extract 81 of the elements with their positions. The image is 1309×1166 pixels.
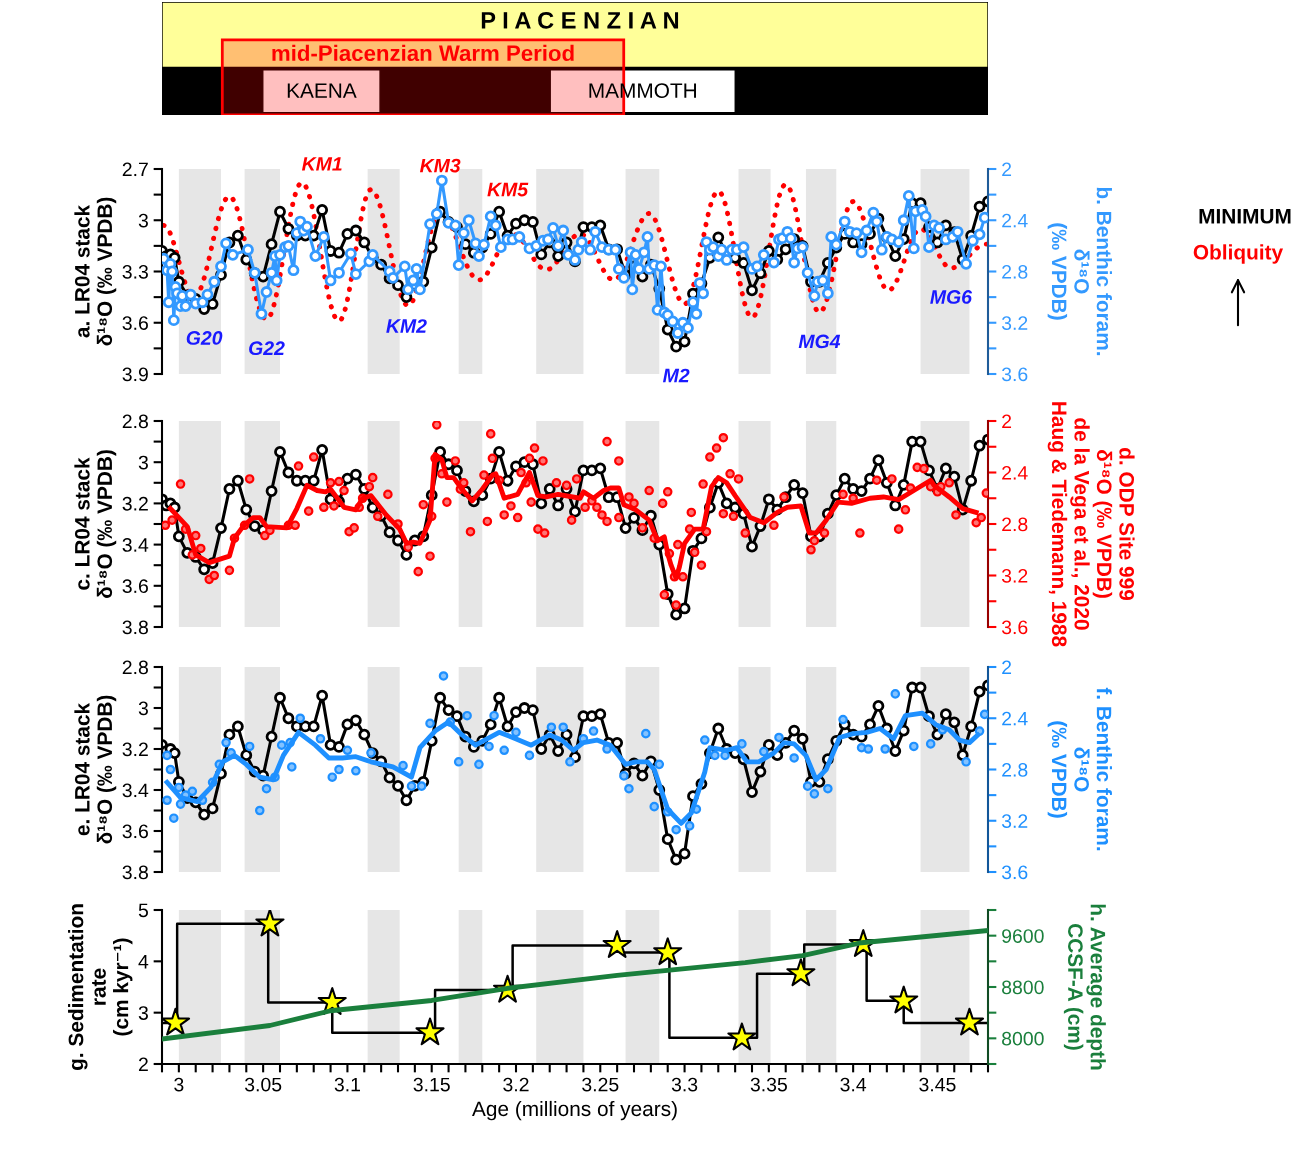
x-tick-label: 3.25 bbox=[582, 1077, 619, 1092]
y-tick-label: 5 bbox=[138, 903, 148, 918]
y2-tick-label: 2.8 bbox=[1002, 517, 1028, 532]
x-tick-label: 3.05 bbox=[244, 1077, 282, 1092]
text: P I A C E N Z I A N bbox=[481, 11, 679, 29]
y-tick-label: 3.3 bbox=[122, 264, 148, 279]
annotation: MG4 bbox=[798, 334, 841, 349]
annotation: M2 bbox=[662, 368, 690, 383]
y-axis-title: c. LR04 stack δ¹⁸O (‰ VPDB) bbox=[74, 450, 117, 599]
point bbox=[602, 930, 632, 958]
y-tick-label: 3 bbox=[138, 701, 148, 716]
y2-tick-label: 3.2 bbox=[1001, 568, 1028, 583]
y2-tick-label: 8800 bbox=[1002, 980, 1044, 995]
x-tick-label: 3.45 bbox=[919, 1077, 956, 1092]
y2-tick-label: 3.6 bbox=[1001, 367, 1028, 382]
y2-tick-label: 2 bbox=[1002, 660, 1012, 675]
x-tick-label: 3 bbox=[174, 1077, 184, 1092]
point bbox=[162, 1007, 191, 1036]
annotation: G20 bbox=[186, 331, 223, 345]
point bbox=[889, 985, 919, 1014]
y-tick-label: 4 bbox=[138, 955, 149, 969]
text: mid-Piacenzian Warm Period bbox=[272, 44, 574, 62]
text: KAENA bbox=[287, 83, 357, 98]
text: Obliquity bbox=[1193, 244, 1284, 264]
y2-tick-label: 2.4 bbox=[1002, 465, 1028, 480]
annotation: G22 bbox=[249, 341, 285, 356]
y-axis-title: e. LR04 stack δ¹⁸O (‰ VPDB) bbox=[74, 695, 117, 844]
y2-tick-label: 3.2 bbox=[1001, 316, 1028, 330]
x-tick-label: 3.1 bbox=[334, 1077, 360, 1092]
y2-tick-label: 2 bbox=[1002, 414, 1012, 429]
point bbox=[255, 910, 285, 937]
x-tick-label: 3.2 bbox=[503, 1077, 529, 1092]
y-tick-label: 2.8 bbox=[122, 414, 148, 429]
y2-tick-label: 3.6 bbox=[1001, 620, 1028, 635]
x-tick-label: 3.35 bbox=[750, 1077, 787, 1092]
annotation: KM2 bbox=[386, 319, 427, 333]
point bbox=[653, 937, 683, 966]
y-tick-label: 2 bbox=[138, 1057, 148, 1072]
annotation: MG6 bbox=[930, 290, 973, 304]
y-tick-label: 3.6 bbox=[122, 579, 148, 594]
point bbox=[786, 958, 816, 987]
y2-tick-label: 2.8 bbox=[1002, 762, 1028, 777]
y2-axis-title: b. Benthic foram. δ¹⁸O (‰ VPDB) bbox=[1047, 187, 1112, 356]
x-axis-title: Age (millions of years) bbox=[472, 1100, 677, 1121]
point bbox=[727, 1022, 757, 1051]
annotation: KM3 bbox=[419, 158, 461, 173]
point bbox=[954, 1007, 985, 1036]
y2-tick-label: 2.4 bbox=[1002, 213, 1028, 228]
y-tick-label: 3.8 bbox=[122, 865, 148, 880]
point bbox=[415, 1017, 445, 1046]
x-tick-label: 3.4 bbox=[840, 1077, 867, 1092]
x-tick-label: 3.15 bbox=[413, 1077, 450, 1092]
y-tick-label: 2.8 bbox=[122, 660, 148, 675]
y-tick-label: 3 bbox=[138, 213, 148, 228]
y2-axis-title: f. Benthic foram. δ¹⁸O (‰ VPDB) bbox=[1047, 687, 1112, 851]
y-axis-title: g. Sedimentation rate (cm kyr⁻¹) bbox=[68, 904, 133, 1071]
y-tick-label: 3.6 bbox=[122, 316, 148, 330]
annotation: KM5 bbox=[487, 182, 529, 197]
y2-tick-label: 9600 bbox=[1002, 929, 1044, 943]
y-tick-label: 2.7 bbox=[122, 162, 148, 177]
y2-tick-label: 2.4 bbox=[1002, 711, 1028, 726]
x-tick-label: 3.3 bbox=[671, 1077, 698, 1092]
y-tick-label: 3.4 bbox=[122, 783, 149, 798]
y2-tick-label: 3.6 bbox=[1001, 865, 1028, 880]
y-tick-label: 3.2 bbox=[122, 742, 148, 757]
y2-tick-label: 2 bbox=[1002, 162, 1012, 177]
annotation: KM1 bbox=[301, 157, 342, 171]
y-tick-label: 3.4 bbox=[122, 538, 149, 552]
y-axis-title: a. LR04 stack δ¹⁸O (‰ VPDB) bbox=[74, 197, 117, 346]
y-tick-label: 3.8 bbox=[122, 620, 148, 635]
y2-axis-title: h. Average depth CCSF-A (cm) bbox=[1063, 904, 1106, 1070]
y-tick-label: 3.6 bbox=[122, 824, 148, 839]
y2-axis-title: d. ODP Site 999 δ¹⁸O (‰ VPDB) de la Vega et al., 2020 Haug & Tiedemann, 1988 bbox=[1047, 402, 1135, 647]
y2-tick-label: 8000 bbox=[1002, 1031, 1044, 1046]
y-tick-label: 3.9 bbox=[122, 367, 148, 382]
y2-tick-label: 2.8 bbox=[1002, 264, 1028, 279]
y2-tick-label: 3.2 bbox=[1001, 814, 1028, 828]
y-tick-label: 3 bbox=[138, 455, 148, 470]
y-tick-label: 3.2 bbox=[122, 496, 148, 511]
text: MINIMUM bbox=[1199, 209, 1291, 224]
y-tick-label: 3 bbox=[138, 1006, 148, 1020]
